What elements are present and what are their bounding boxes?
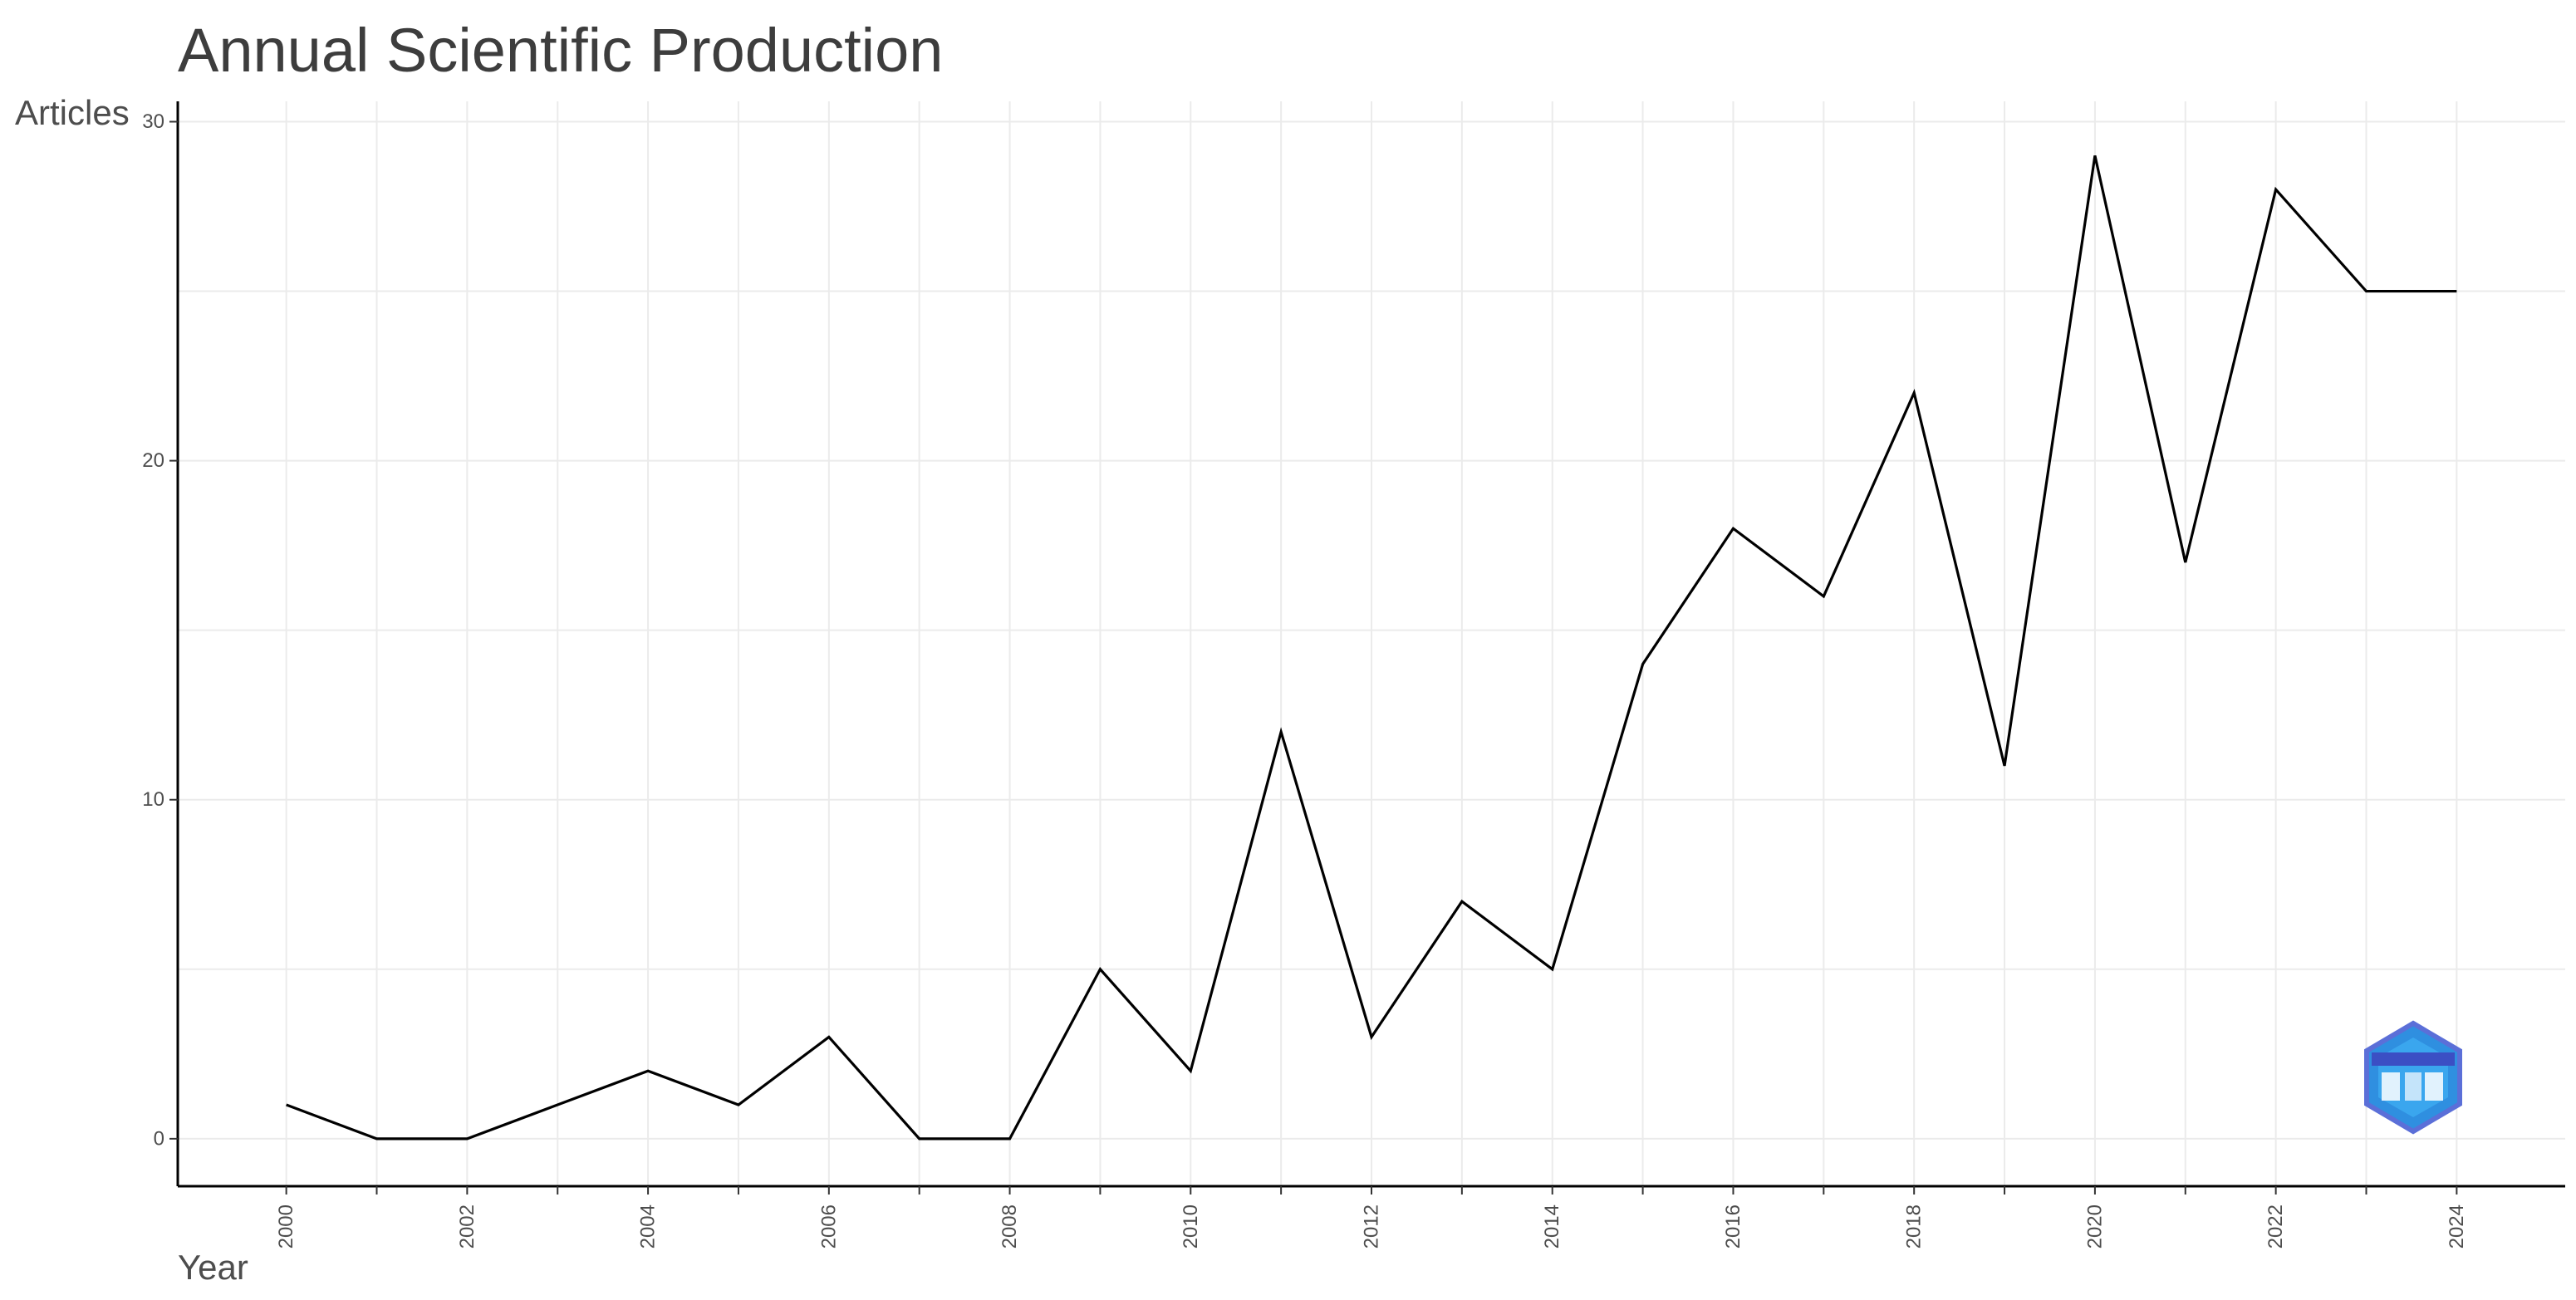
x-tick-label: 2012 — [1361, 1204, 1383, 1248]
x-tick-label: 2024 — [2446, 1204, 2468, 1248]
x-tick-label: 2020 — [2083, 1204, 2106, 1248]
x-axis-label: Year — [178, 1248, 248, 1287]
bibliometrix-logo — [2364, 1020, 2462, 1135]
y-tick-label: 20 — [142, 449, 164, 472]
x-tick-label: 2022 — [2264, 1204, 2287, 1248]
y-tick-label: 0 — [154, 1127, 164, 1150]
x-tick-label: 2008 — [999, 1204, 1021, 1248]
x-tick-label: 2014 — [1541, 1204, 1563, 1248]
y-axis-label: Articles — [15, 93, 130, 132]
x-tick-label: 2002 — [456, 1204, 478, 1248]
y-tick-label: 30 — [142, 110, 164, 133]
x-tick-label: 2016 — [1722, 1204, 1744, 1248]
x-tick-label: 2010 — [1180, 1204, 1202, 1248]
x-tick-label: 2000 — [275, 1204, 297, 1248]
x-tick-label: 2004 — [637, 1204, 660, 1248]
x-tick-label: 2018 — [1903, 1204, 1926, 1248]
x-tick-label: 2006 — [817, 1204, 840, 1248]
data-series — [286, 155, 2457, 1141]
axes: 2000 2002 2004 2006 2008 2010 2012 2014 2016 2018… — [142, 101, 2565, 1248]
grid-lines — [178, 101, 2565, 1186]
chart-title: Annual Scientific Production — [178, 16, 944, 85]
y-tick-label: 10 — [142, 788, 164, 811]
